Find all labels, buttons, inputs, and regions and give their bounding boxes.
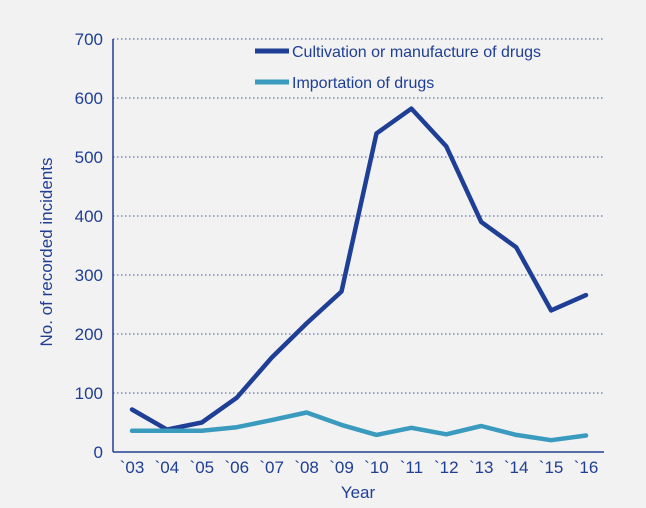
x-axis-title: Year <box>341 483 376 502</box>
x-tick-label: `07 <box>259 458 284 477</box>
x-tick-label: `12 <box>434 458 459 477</box>
y-tick-label: 700 <box>75 30 103 49</box>
x-tick-label: `04 <box>155 458 180 477</box>
legend-label: Importation of drugs <box>292 75 434 92</box>
y-tick-label: 100 <box>75 384 103 403</box>
y-tick-label: 200 <box>75 325 103 344</box>
legend: Cultivation or manufacture of drugs Impor… <box>255 44 541 92</box>
series-line-1 <box>129 106 589 432</box>
x-tick-label: `09 <box>329 458 354 477</box>
x-tick-label: `10 <box>364 458 389 477</box>
x-tick-label: `15 <box>539 458 564 477</box>
y-tick-label: 600 <box>75 89 103 108</box>
y-tick-labels: 0 100 200 300 400 500 600 700 <box>75 30 103 462</box>
y-tick-label: 300 <box>75 266 103 285</box>
series-lines <box>129 106 589 443</box>
x-tick-labels: `03 `04 `05 `06 `07 `08 `09 `10 `11 `12 `13 `14 `15 `… <box>120 458 599 477</box>
x-tick-label: `06 <box>224 458 249 477</box>
y-tick-label: 0 <box>94 443 103 462</box>
legend-label: Cultivation or manufacture of drugs <box>292 44 541 61</box>
x-tick-label: `13 <box>469 458 494 477</box>
y-tick-label: 500 <box>75 148 103 167</box>
x-tick-label: `05 <box>190 458 215 477</box>
x-tick-label: `08 <box>294 458 319 477</box>
series-line-2 <box>129 410 589 443</box>
y-axis-title: No. of recorded incidents <box>37 158 56 347</box>
x-tick-label: `14 <box>504 458 529 477</box>
x-tick-label: `03 <box>120 458 145 477</box>
x-tick-label: `16 <box>574 458 599 477</box>
y-tick-label: 400 <box>75 207 103 226</box>
x-tick-label: `11 <box>400 458 423 477</box>
